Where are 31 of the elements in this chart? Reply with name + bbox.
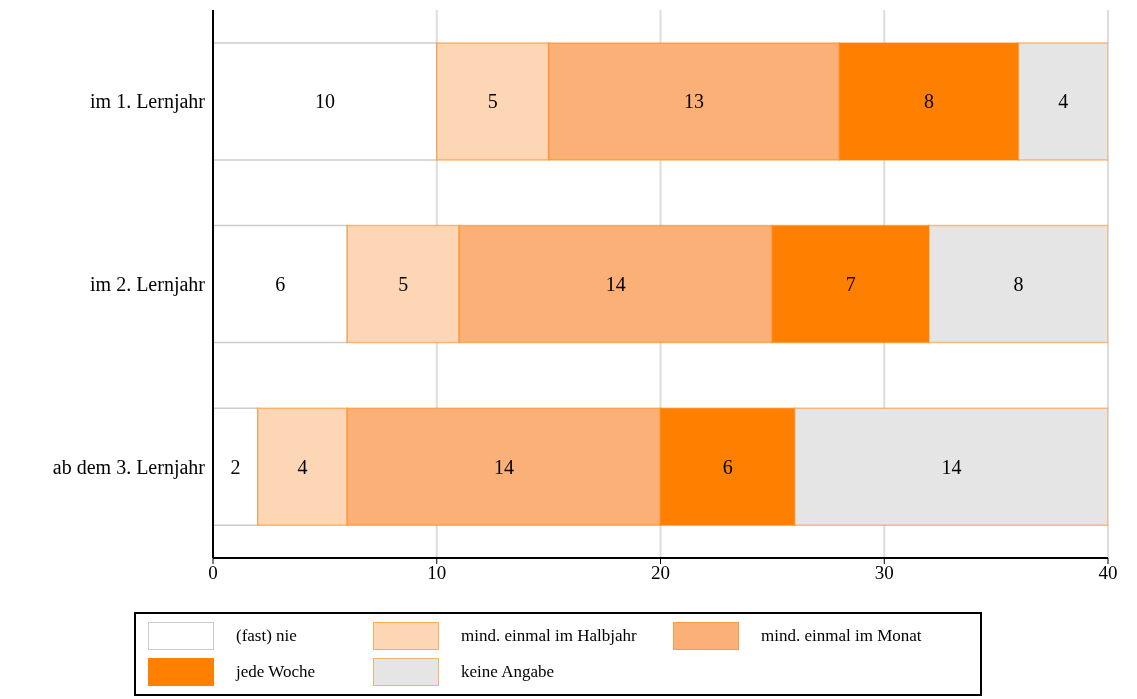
data-label: 5 xyxy=(487,90,498,113)
data-label: 14 xyxy=(941,455,962,478)
data-label: 10 xyxy=(314,90,335,113)
data-label: 14 xyxy=(605,273,626,296)
data-label: 4 xyxy=(297,455,308,478)
x-tick-label: 0 xyxy=(208,562,218,584)
data-label: 8 xyxy=(924,90,934,113)
data-label: 4 xyxy=(1058,90,1069,113)
legend-label: mind. einmal im Halbjahr xyxy=(461,626,637,646)
legend-label: mind. einmal im Monat xyxy=(761,626,922,646)
data-label: 13 xyxy=(684,90,705,113)
bar xyxy=(213,42,438,161)
x-tick-label: 20 xyxy=(651,562,670,584)
legend-label: jede Woche xyxy=(236,662,316,682)
data-label: 5 xyxy=(398,273,409,296)
legend-label: keine Angabe xyxy=(461,662,554,682)
data-label: 6 xyxy=(722,455,733,478)
data-label: 8 xyxy=(1013,273,1024,296)
y-tick-label: im 1. Lernjahr xyxy=(90,90,206,114)
x-tick-label: 30 xyxy=(874,562,894,584)
data-label: 2 xyxy=(230,455,241,478)
y-tick-label: im 2. Lernjahr xyxy=(90,273,206,297)
x-tick-label: 10 xyxy=(427,562,447,584)
y-tick-label: ab dem 3. Lernjahr xyxy=(52,455,206,479)
legend-label: (fast) nie xyxy=(236,626,297,646)
x-tick-label: 40 xyxy=(1098,562,1118,584)
bar xyxy=(213,224,348,344)
data-label: 6 xyxy=(275,273,286,296)
data-label: 7 xyxy=(845,273,856,296)
bar xyxy=(213,407,259,526)
data-label: 14 xyxy=(493,455,514,478)
